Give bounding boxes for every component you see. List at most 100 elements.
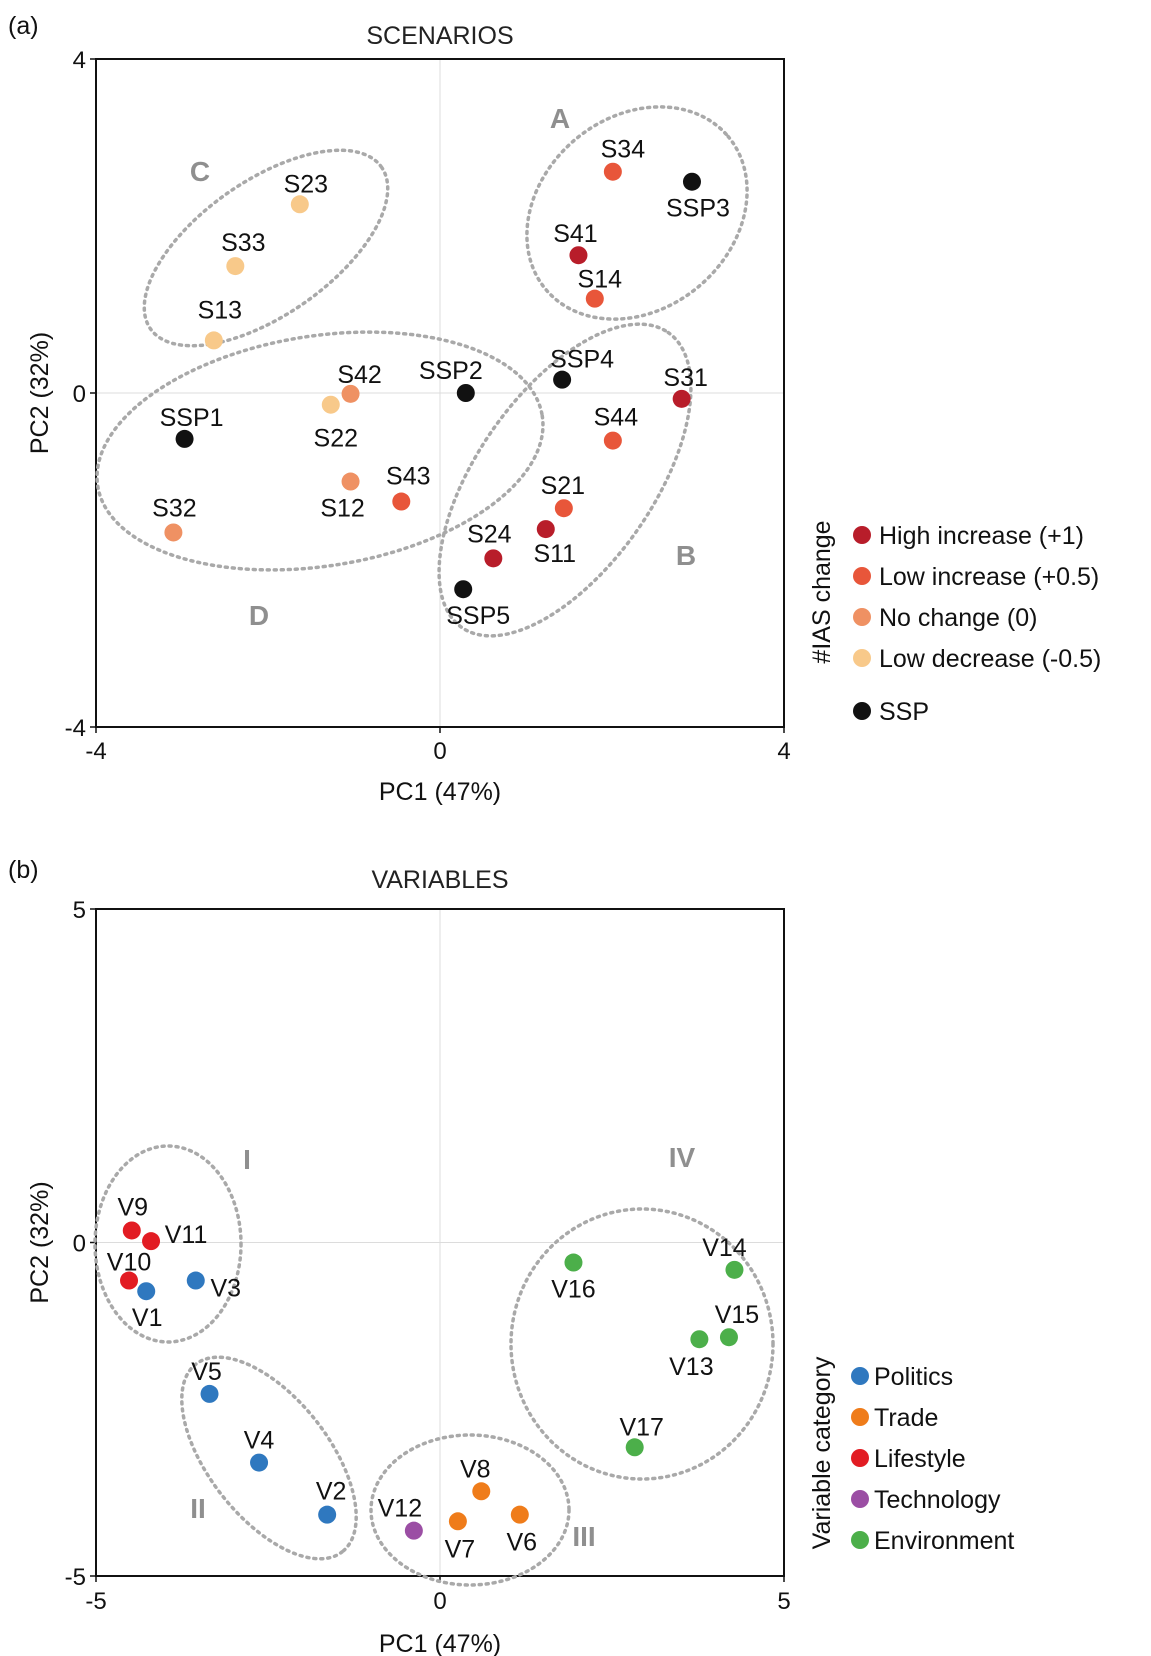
data-point xyxy=(725,1260,744,1279)
data-point xyxy=(564,1253,583,1272)
legend-swatch xyxy=(851,1449,869,1467)
cluster-ellipse xyxy=(369,1433,571,1587)
y-axis-label: PC2 (32%) xyxy=(26,332,54,454)
data-point xyxy=(321,395,340,414)
legend-title: Variable category xyxy=(808,1356,836,1549)
legend-label: Low decrease (-0.5) xyxy=(879,645,1101,673)
point-label: S44 xyxy=(594,404,639,432)
point-label: S32 xyxy=(152,494,196,522)
point-label: SSP1 xyxy=(160,404,224,432)
point-label: S31 xyxy=(663,364,707,392)
x-axis-label: PC1 (47%) xyxy=(379,778,501,806)
point-label: V3 xyxy=(210,1275,241,1303)
data-point xyxy=(553,370,572,389)
legend-swatch xyxy=(851,1490,869,1508)
data-point xyxy=(226,257,245,276)
cluster-label: II xyxy=(190,1493,206,1524)
point-label: S42 xyxy=(337,361,381,389)
point-label: S22 xyxy=(314,425,358,453)
data-point xyxy=(719,1328,738,1347)
data-point xyxy=(186,1271,205,1290)
legend-label: Technology xyxy=(874,1486,1001,1514)
cluster-label: C xyxy=(190,156,210,187)
chart-title: SCENARIOS xyxy=(366,22,513,50)
legend-label: Lifestyle xyxy=(874,1445,966,1473)
chart-title: VARIABLES xyxy=(371,866,508,894)
y-axis-label: PC2 (32%) xyxy=(26,1181,54,1303)
cluster-label: D xyxy=(249,600,269,631)
point-label: S41 xyxy=(553,220,597,248)
data-point xyxy=(204,331,223,350)
point-label: S23 xyxy=(284,170,328,198)
data-point xyxy=(625,1438,644,1457)
data-point xyxy=(175,429,194,448)
panel-label: (a) xyxy=(8,12,39,40)
legend-swatch xyxy=(853,702,871,720)
data-point xyxy=(164,523,183,542)
point-label: V8 xyxy=(460,1455,491,1483)
x-tick-label: -5 xyxy=(85,1588,106,1615)
panel-label: (b) xyxy=(8,856,39,884)
y-tick-label: 0 xyxy=(73,381,86,408)
point-label: V9 xyxy=(117,1193,148,1221)
point-label: V7 xyxy=(445,1535,476,1563)
point-label: V16 xyxy=(551,1276,595,1304)
data-point xyxy=(341,472,360,491)
legend-swatch xyxy=(853,567,871,585)
data-point xyxy=(142,1232,161,1251)
data-point xyxy=(536,520,555,539)
data-point xyxy=(200,1384,219,1403)
y-tick-label: 0 xyxy=(73,1231,86,1258)
x-tick-label: 5 xyxy=(777,1588,790,1615)
data-point xyxy=(318,1505,337,1524)
data-point xyxy=(454,580,473,599)
data-point xyxy=(603,162,622,181)
point-label: V5 xyxy=(191,1358,222,1386)
data-point xyxy=(672,389,691,408)
cluster-ellipse xyxy=(142,148,390,348)
data-point xyxy=(603,431,622,450)
point-label: S14 xyxy=(578,266,623,294)
legend-swatch xyxy=(853,526,871,544)
data-point xyxy=(290,195,309,214)
data-point xyxy=(682,172,701,191)
legend-label: SSP xyxy=(879,698,929,726)
cluster-ellipse xyxy=(180,1355,358,1561)
data-point xyxy=(404,1521,423,1540)
point-label: V6 xyxy=(507,1529,538,1557)
y-tick-label: -4 xyxy=(65,715,86,742)
legend-swatch xyxy=(851,1531,869,1549)
data-point xyxy=(448,1512,467,1531)
data-point xyxy=(484,549,503,568)
legend-label: Low increase (+0.5) xyxy=(879,563,1099,591)
data-point xyxy=(122,1221,141,1240)
legend-swatch xyxy=(851,1408,869,1426)
cluster-label: B xyxy=(676,540,696,571)
cluster-label: IV xyxy=(669,1142,696,1173)
legend-label: Environment xyxy=(874,1527,1014,1555)
cluster-label: I xyxy=(243,1144,251,1175)
legend-label: High increase (+1) xyxy=(879,522,1084,550)
x-tick-label: -4 xyxy=(85,738,106,765)
y-tick-label: 4 xyxy=(73,47,86,74)
x-tick-label: 0 xyxy=(433,738,446,765)
point-label: S34 xyxy=(601,136,646,164)
point-label: V10 xyxy=(107,1249,151,1277)
data-point xyxy=(510,1505,529,1524)
data-point xyxy=(120,1271,139,1290)
x-axis-label: PC1 (47%) xyxy=(379,1630,501,1656)
point-label: S24 xyxy=(467,520,512,548)
point-label: S12 xyxy=(320,495,364,523)
data-point xyxy=(456,384,475,402)
point-label: SSP3 xyxy=(666,195,730,223)
x-tick-label: 4 xyxy=(777,738,790,765)
point-label: V11 xyxy=(165,1221,208,1249)
cluster-ellipse xyxy=(95,330,545,572)
y-tick-label: -5 xyxy=(65,1564,86,1591)
point-label: S13 xyxy=(198,296,242,324)
data-point xyxy=(137,1282,156,1301)
data-point xyxy=(569,246,588,265)
data-point xyxy=(554,499,573,518)
